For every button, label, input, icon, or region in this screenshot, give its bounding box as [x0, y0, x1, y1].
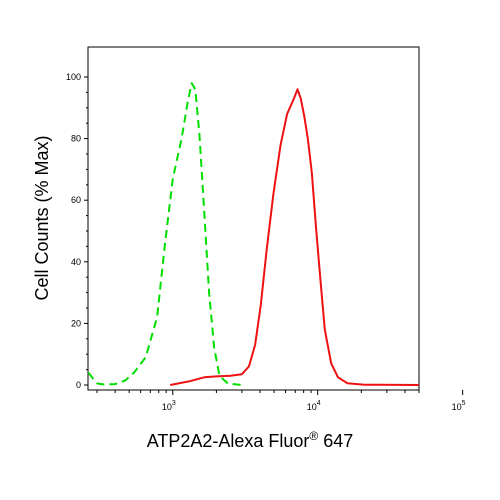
y-tick-label-3: 60: [71, 195, 81, 205]
x-tick-label-2: 105: [452, 400, 466, 412]
x-axis-title-superscript: ®: [309, 429, 318, 443]
x-axis-title-suffix: 647: [318, 431, 353, 451]
x-tick-label-0: 103: [162, 400, 176, 412]
plot-frame: [87, 46, 420, 391]
y-tick-label-0: 0: [76, 380, 81, 390]
x-axis-ticks: 103 104 105: [96, 390, 466, 412]
series-layer: [87, 82, 420, 386]
y-axis-title: Cell Counts (% Max): [32, 135, 52, 300]
y-tick-label-2: 40: [71, 257, 81, 267]
series-line-1: [170, 88, 420, 386]
y-tick-label-1: 20: [71, 318, 81, 328]
y-tick-label-4: 80: [71, 134, 81, 144]
x-tick-label-1: 104: [307, 400, 321, 412]
x-axis-title: ATP2A2-Alexa Fluor® 647: [147, 429, 354, 451]
series-line-0: [87, 82, 243, 386]
x-axis-title-main: ATP2A2-Alexa Fluor: [147, 431, 310, 451]
y-tick-label-5: 100: [66, 72, 81, 82]
y-axis-ticks: 0 20 40 60 80 100: [66, 72, 88, 390]
